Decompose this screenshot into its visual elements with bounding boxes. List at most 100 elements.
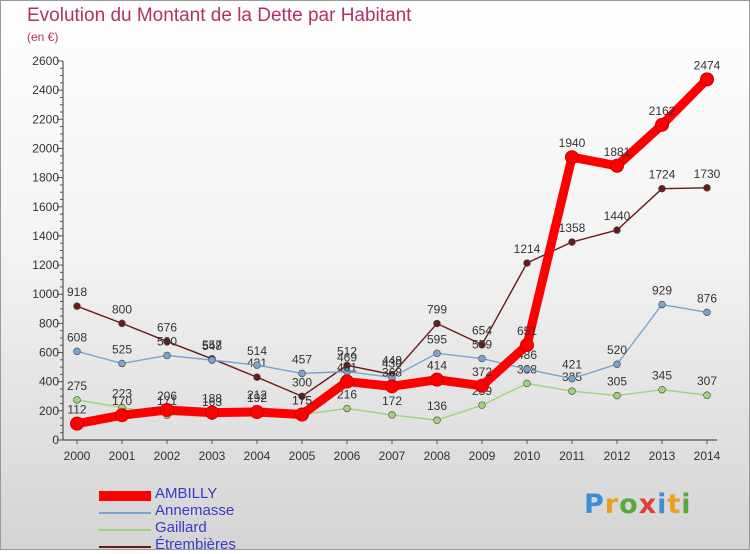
data-label: 1730 (694, 167, 721, 181)
legend-label: Annemasse (155, 502, 235, 519)
y-tick-label: 2200 (32, 112, 59, 126)
logo-letter: x (638, 489, 658, 520)
chart-subtitle: (en €) (27, 30, 59, 44)
data-label: 651 (517, 324, 537, 338)
data-point (478, 340, 486, 349)
data-point (73, 396, 81, 404)
legend-swatch (99, 512, 151, 514)
data-label: 216 (337, 388, 357, 402)
data-label: 421 (562, 358, 582, 372)
data-label: 305 (607, 375, 627, 389)
data-point (343, 404, 351, 413)
x-tick-label: 2004 (244, 449, 271, 463)
data-point (163, 351, 171, 360)
y-tick-label: 1000 (32, 287, 59, 301)
y-tick-label: 600 (39, 346, 59, 360)
legend-label: AMBILLY (155, 485, 218, 502)
data-point (73, 347, 81, 356)
data-label: 876 (697, 291, 717, 305)
data-point (568, 374, 576, 383)
data-point (703, 308, 711, 317)
data-point (433, 416, 441, 424)
data-point (523, 365, 531, 373)
data-label: 172 (382, 394, 402, 408)
y-tick-label: 0 (52, 433, 59, 447)
data-label: 275 (67, 379, 87, 393)
data-label: 1881 (604, 145, 631, 159)
data-label: 799 (427, 303, 447, 317)
x-tick-label: 2003 (199, 449, 226, 463)
data-point (523, 259, 531, 267)
data-point (163, 337, 171, 346)
x-tick-label: 2012 (604, 449, 631, 463)
data-label: 307 (697, 374, 717, 388)
data-point (160, 402, 174, 417)
data-label: 414 (427, 359, 447, 373)
data-point (340, 374, 354, 389)
x-tick-label: 2006 (334, 449, 361, 463)
data-label: 512 (337, 344, 357, 358)
x-tick-label: 2010 (514, 449, 541, 463)
data-point (298, 392, 306, 400)
data-point (478, 354, 486, 363)
data-point (475, 378, 489, 393)
data-point (523, 379, 531, 388)
data-point (568, 387, 576, 395)
y-tick-label: 800 (39, 316, 59, 330)
data-label: 557 (202, 338, 222, 352)
data-point (250, 405, 264, 420)
data-point (385, 379, 399, 394)
data-label: 918 (67, 285, 87, 299)
data-label: 525 (112, 342, 132, 356)
logo-letter: t (667, 489, 682, 520)
data-label: 548 (202, 339, 222, 353)
x-tick-label: 2013 (649, 449, 676, 463)
x-tick-label: 2002 (154, 449, 181, 463)
data-label: 654 (472, 324, 492, 338)
data-label: 457 (292, 352, 312, 366)
data-label: 430 (382, 356, 402, 370)
data-point (568, 238, 576, 246)
data-point (118, 359, 126, 368)
data-label: 171 (157, 394, 177, 408)
data-point (613, 360, 621, 368)
y-tick-label: 200 (39, 404, 59, 418)
logo-letter: i (681, 489, 692, 520)
proxiti-logo: Proxiti (584, 489, 692, 520)
data-label: 345 (652, 369, 672, 383)
data-point (703, 391, 711, 399)
data-point (208, 356, 216, 364)
data-label: 800 (112, 302, 132, 316)
data-label: 608 (67, 330, 87, 344)
data-label: 223 (112, 386, 132, 400)
x-tick-label: 2011 (559, 449, 585, 463)
legend-label: Étrembières (155, 536, 236, 553)
legend-swatch (99, 546, 151, 548)
data-label: 595 (427, 332, 447, 346)
data-label: 192 (247, 391, 267, 405)
data-point (70, 416, 84, 431)
data-label: 175 (292, 393, 312, 407)
data-point (253, 361, 261, 369)
chart-title: Evolution du Montant de la Dette par Hab… (27, 5, 412, 26)
y-tick-label: 2400 (32, 83, 59, 97)
data-point (658, 300, 666, 309)
data-label: 368 (382, 365, 402, 379)
logo-letter: i (657, 489, 668, 520)
data-point (565, 150, 579, 165)
data-label: 206 (157, 389, 177, 403)
data-point (658, 184, 666, 193)
y-tick-label: 1200 (32, 258, 59, 272)
data-label: 514 (247, 344, 267, 358)
data-point (613, 226, 621, 234)
data-label: 449 (382, 354, 402, 368)
data-label: 2162 (649, 104, 676, 118)
data-point (478, 401, 486, 409)
logo-letter: r (604, 489, 620, 520)
data-label: 520 (607, 343, 627, 357)
data-label: 401 (337, 361, 357, 375)
data-point (253, 373, 261, 381)
data-point (613, 391, 621, 400)
data-point (520, 338, 534, 353)
data-label: 1940 (559, 136, 586, 150)
